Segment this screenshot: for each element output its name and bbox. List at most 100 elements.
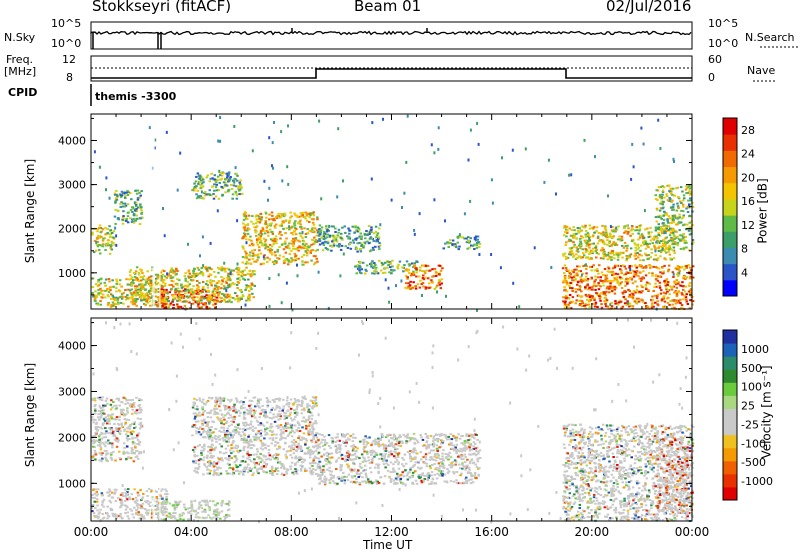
- data-cell: [300, 461, 304, 464]
- data-cell: [95, 498, 99, 501]
- data-cell: [622, 273, 626, 276]
- data-cell: [161, 518, 164, 521]
- data-cell: [606, 270, 610, 273]
- data-cell: [118, 416, 121, 419]
- data-cell: [375, 234, 379, 237]
- data-cell: [625, 257, 629, 260]
- data-cell: [663, 264, 666, 267]
- data-cell: [318, 243, 322, 246]
- data-cell: [111, 301, 115, 304]
- data-cell: [658, 234, 662, 237]
- data-cell: [682, 224, 685, 227]
- data-cell: [599, 249, 603, 252]
- data-cell: [469, 128, 472, 132]
- data-cell: [98, 444, 102, 447]
- data-cell: [113, 192, 117, 195]
- data-cell: [243, 434, 247, 437]
- data-cell: [226, 267, 229, 270]
- data-cell: [116, 195, 119, 198]
- data-cell: [310, 439, 313, 442]
- data-cell: [213, 293, 216, 296]
- data-cell: [123, 413, 126, 416]
- data-cell: [688, 193, 692, 196]
- data-cell: [330, 225, 334, 228]
- data-cell: [675, 187, 678, 190]
- data-cell: [142, 302, 146, 305]
- data-cell: [205, 290, 208, 293]
- data-cell: [583, 304, 586, 307]
- data-cell: [246, 229, 249, 232]
- data-cell: [373, 262, 376, 265]
- data-cell: [93, 497, 96, 499]
- data-cell: [146, 282, 149, 285]
- data-cell: [233, 407, 237, 410]
- data-cell: [675, 236, 678, 239]
- data-cell: [642, 300, 645, 303]
- data-cell: [268, 277, 271, 280]
- data-cell: [638, 236, 642, 239]
- data-cell: [93, 404, 97, 407]
- data-cell: [664, 225, 668, 228]
- data-cell: [238, 289, 241, 291]
- data-cell: [563, 226, 566, 229]
- data-cell: [572, 236, 575, 239]
- data-cell: [679, 234, 682, 237]
- data-cell: [126, 296, 129, 299]
- data-cell: [248, 399, 251, 402]
- nave-label: Nave: [747, 64, 776, 77]
- data-cell: [683, 290, 687, 293]
- data-cell: [288, 228, 291, 231]
- data-cell: [128, 296, 132, 299]
- data-cell: [130, 447, 133, 450]
- data-cell: [649, 265, 652, 267]
- data-cell: [245, 408, 249, 411]
- data-cell: [187, 289, 190, 292]
- data-cell: [154, 303, 157, 306]
- data-cell: [256, 220, 259, 223]
- data-cell: [302, 458, 305, 461]
- data-cell: [311, 212, 315, 215]
- data-cell: [249, 251, 252, 254]
- data-cell: [679, 186, 683, 189]
- data-cell: [347, 227, 350, 230]
- data-cell: [157, 282, 160, 284]
- data-cell: [331, 245, 334, 248]
- data-cell: [636, 243, 640, 246]
- data-cell: [375, 239, 379, 242]
- data-cell: [250, 283, 254, 286]
- data-cell: [105, 453, 108, 456]
- data-cell: [192, 297, 195, 300]
- data-cell: [304, 217, 307, 220]
- data-cell: [651, 274, 654, 277]
- data-cell: [635, 297, 639, 300]
- data-cell: [162, 298, 165, 301]
- data-cell: [647, 233, 651, 235]
- data-cell: [665, 193, 668, 196]
- data-cell: [101, 513, 104, 515]
- data-cell: [637, 297, 640, 300]
- data-cell: [238, 431, 241, 434]
- data-cell: [282, 255, 285, 258]
- data-cell: [270, 423, 273, 425]
- data-cell: [602, 255, 606, 258]
- data-cell: [613, 266, 616, 269]
- data-cell: [658, 245, 661, 248]
- data-cell: [195, 292, 198, 295]
- data-cell: [104, 233, 107, 236]
- data-cell: [314, 255, 317, 258]
- data-cell: [115, 516, 118, 519]
- data-cell: [109, 490, 112, 493]
- data-cell: [589, 294, 593, 297]
- data-cell: [224, 517, 227, 519]
- data-cell: [570, 247, 574, 249]
- data-cell: [673, 291, 676, 294]
- data-cell: [310, 259, 313, 262]
- data-cell: [303, 244, 307, 247]
- data-cell: [115, 287, 118, 290]
- data-cell: [107, 432, 110, 434]
- data-cell: [227, 172, 231, 174]
- data-cell: [163, 499, 167, 502]
- data-cell: [230, 398, 233, 401]
- colorbar-swatch: [723, 215, 737, 232]
- data-cell: [456, 241, 460, 244]
